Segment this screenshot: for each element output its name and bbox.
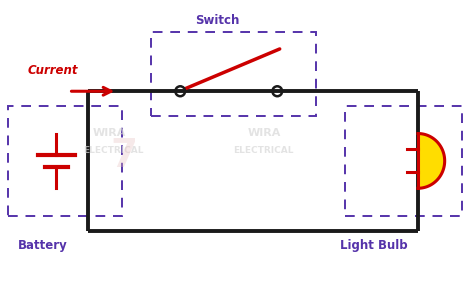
Bar xyxy=(345,106,462,216)
Text: WIRA: WIRA xyxy=(248,128,282,138)
Text: ELECTRICAL: ELECTRICAL xyxy=(83,146,144,155)
Text: Light Bulb: Light Bulb xyxy=(340,239,408,252)
Text: Current: Current xyxy=(27,64,78,77)
Text: WIRA: WIRA xyxy=(93,128,126,138)
Text: ELECTRICAL: ELECTRICAL xyxy=(234,146,294,155)
Bar xyxy=(151,31,316,116)
Bar xyxy=(8,106,122,216)
Text: Switch: Switch xyxy=(195,14,239,27)
Polygon shape xyxy=(418,133,445,188)
Text: 7: 7 xyxy=(111,137,138,175)
Text: Battery: Battery xyxy=(18,239,67,252)
